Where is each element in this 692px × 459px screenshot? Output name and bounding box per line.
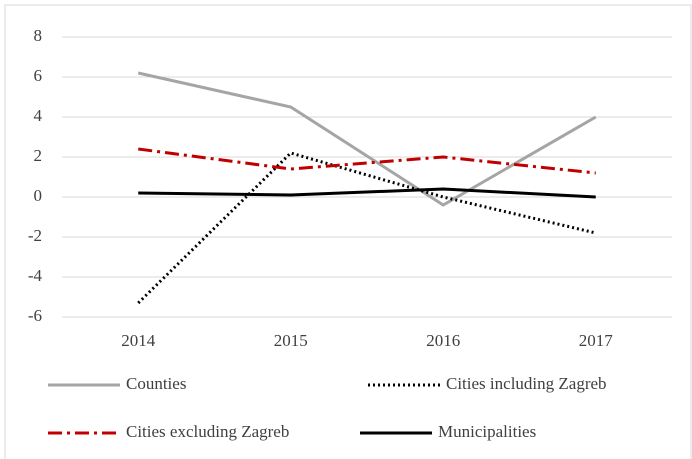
x-tick-label: 2015: [274, 331, 308, 350]
x-tick-label: 2016: [426, 331, 460, 350]
y-tick-label: 4: [34, 106, 43, 125]
series-line: [137, 151, 597, 305]
legend-label: Cities including Zagreb: [446, 374, 607, 393]
y-tick-label: 0: [34, 186, 43, 205]
y-tick-label: -2: [28, 226, 42, 245]
y-tick-label: -6: [28, 306, 42, 325]
y-tick-label: 6: [34, 66, 43, 85]
x-tick-label: 2014: [121, 331, 156, 350]
y-tick-label: 2: [34, 146, 43, 165]
legend-label: Municipalities: [438, 422, 536, 441]
y-tick-label: -4: [28, 266, 43, 285]
chart-border: [4, 4, 692, 459]
x-tick-label: 2017: [579, 331, 614, 350]
series-line: [137, 71, 597, 207]
series-line: [138, 147, 596, 175]
legend-label: Cities excluding Zagreb: [126, 422, 289, 441]
legend-label: Counties: [126, 374, 186, 393]
series-line: [138, 187, 596, 199]
y-tick-label: 8: [34, 26, 43, 45]
